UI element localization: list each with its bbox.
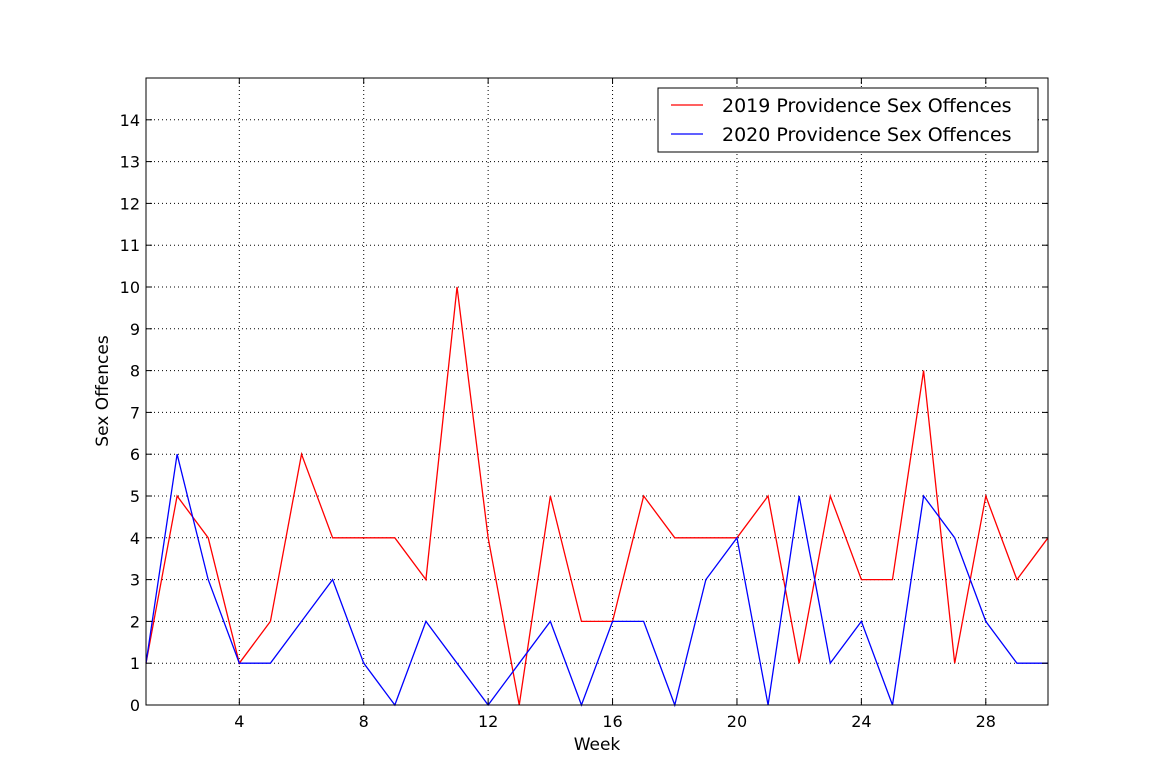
y-tick-label: 4 (130, 529, 140, 548)
legend: 2019 Providence Sex Offences 2020 Provide… (657, 87, 1039, 153)
series-line-2 (145, 454, 1048, 708)
y-tick-label: 14 (120, 111, 140, 130)
legend-label: 2019 Providence Sex Offences (722, 95, 1012, 117)
data-series (145, 286, 1049, 708)
x-tick-label: 8 (359, 712, 369, 731)
y-tick-label: 6 (130, 445, 140, 464)
y-tick-label: 2 (130, 612, 140, 631)
y-tick-label: 9 (130, 320, 140, 339)
x-tick-label: 24 (851, 712, 871, 731)
y-tick-label: 11 (120, 236, 140, 255)
x-tick-label: 20 (727, 712, 747, 731)
grid-lines (146, 78, 1048, 705)
plot-area-frame (145, 77, 1049, 706)
x-tick-label: 4 (234, 712, 244, 731)
y-axis-title: Sex Offences (93, 335, 113, 447)
plot-area-background (146, 78, 1048, 705)
series-line-1 (145, 286, 1049, 706)
x-tick-label: 12 (478, 712, 498, 731)
y-tick-label: 7 (130, 403, 140, 422)
x-axis-title: Week (574, 735, 621, 755)
y-tick-label: 5 (130, 487, 140, 506)
y-tick-label: 12 (120, 194, 140, 213)
legend-label: 2020 Providence Sex Offences (722, 124, 1012, 146)
x-tick-label: 28 (976, 712, 996, 731)
legend-box (657, 87, 1039, 153)
y-tick-label: 10 (120, 278, 140, 297)
y-tick-label: 13 (120, 153, 140, 172)
y-tick-label: 0 (130, 696, 140, 715)
x-tick-label: 16 (602, 712, 622, 731)
y-tick-label: 8 (130, 362, 140, 381)
y-tick-label: 3 (130, 571, 140, 590)
y-tick-label: 1 (130, 654, 140, 673)
